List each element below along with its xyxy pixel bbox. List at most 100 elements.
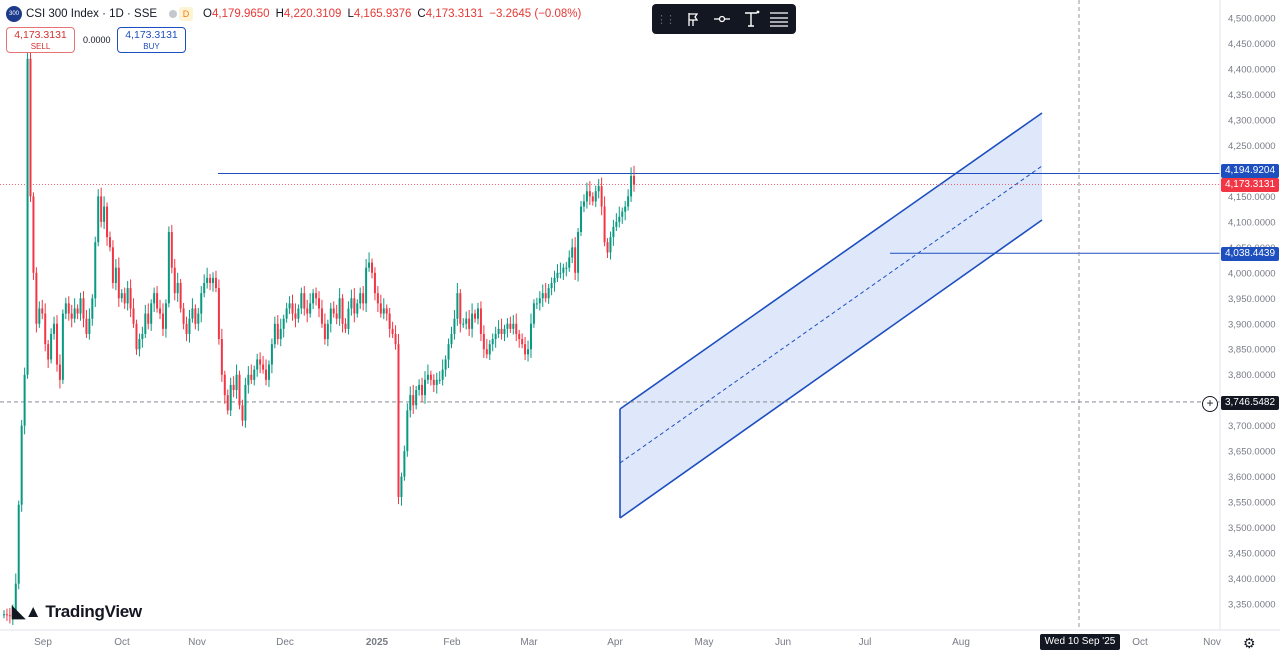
candle-body [471,313,474,329]
x-tick-label: Jul [859,637,872,648]
candle-body [468,318,471,329]
candle-body [591,196,594,202]
template-icon[interactable] [682,8,706,30]
y-tick-label: 4,300.0000 [1228,115,1276,126]
candle-body [524,344,527,355]
candle-body [379,303,382,314]
x-tick-label: Sep [34,637,52,648]
candle-body [547,288,550,299]
candle-body [376,293,379,304]
crosshair-price-label: 3,746.5482 [1221,396,1279,410]
buy-button[interactable]: 4,173.3131 BUY [117,27,186,53]
candle-body [441,369,444,380]
candle-body [391,328,394,334]
candle-body [585,191,588,202]
sell-button[interactable]: 4,173.3131 SELL [6,27,75,53]
delayed-badge[interactable]: D [179,7,194,21]
y-tick-label: 4,500.0000 [1228,14,1276,25]
close-value: 4,173.3131 [425,8,484,20]
candle-body [61,313,64,380]
y-tick-label: 3,500.0000 [1228,523,1276,534]
candle-body [462,323,465,325]
candle-body [568,257,571,268]
x-tick-label: Mar [520,637,538,648]
candle-body [297,308,300,319]
candle-body [20,425,23,505]
candle-body [409,395,412,411]
spread-value: 0.0000 [83,35,111,45]
sell-label: SELL [30,42,51,51]
candle-body [132,308,135,324]
price-axis[interactable]: 4,500.0000 4,450.0000 4,400.0000 4,350.0000… [1219,0,1276,630]
candle-body [580,206,583,233]
candle-body [265,369,268,380]
candle-body [571,247,574,258]
time-axis[interactable]: Sep Oct Nov Dec 2025 Feb Mar Apr May Jun Jul Aug Oct… [0,629,1280,648]
candle-body [512,323,515,329]
candle-body [582,201,585,207]
settings-lines-icon[interactable] [768,8,792,30]
y-tick-label: 4,400.0000 [1228,64,1276,75]
y-tick-label: 4,000.0000 [1228,268,1276,279]
drag-handle-icon[interactable]: ⋮⋮ [656,13,676,26]
candle-body [70,313,73,319]
text-tool-icon[interactable] [739,8,763,30]
candle-body [29,58,32,197]
candle-body [453,318,456,334]
candle-body [232,384,235,391]
y-tick-label: 3,950.0000 [1228,294,1276,305]
low-value: 4,165.9376 [353,8,412,20]
candle-body [474,313,477,319]
candle-body [365,267,368,304]
candle-body [497,328,500,334]
x-tick-label: Feb [443,637,461,648]
open-label: O [203,8,212,20]
level-low-label[interactable]: 4,038.4439 [1221,247,1279,261]
buy-label: BUY [143,42,160,51]
candle-body [320,308,323,324]
candle-body [544,293,547,299]
candle-body [518,333,521,340]
x-tick-label: Nov [1203,637,1221,648]
candle-body [126,288,129,304]
candle-body [144,313,147,334]
candle-body [214,277,217,289]
candle-body [633,175,636,185]
candle-body [276,323,279,340]
candle-body [553,277,556,283]
candle-body [88,318,91,334]
x-tick-label: Oct [1132,637,1148,648]
x-tick-label: Oct [114,637,130,648]
candle-body [288,303,291,309]
candle-body [415,390,418,406]
candle-body [388,313,391,329]
y-tick-label: 3,400.0000 [1228,574,1276,585]
trade-panel: 4,173.3131 SELL 0.0000 4,173.3131 BUY [6,27,186,53]
gear-icon[interactable]: ⚙ [1243,635,1256,651]
candle-body [335,313,338,319]
tradingview-logo: ◣▲ TradingView [12,602,142,622]
close-label: C [417,8,426,20]
candle-body [67,303,70,314]
candle-body [476,308,479,319]
level-high-label[interactable]: 4,194.9204 [1221,164,1279,178]
candle-body [529,323,532,350]
candle-body [103,206,106,222]
candle-body [594,191,597,202]
candle-body [488,344,491,355]
regression-channel[interactable] [619,112,1043,519]
candle-body [353,298,356,314]
add-alert-plus-icon[interactable]: + [1202,396,1218,412]
last-price-label[interactable]: 4,173.3131 [1221,178,1279,192]
candle-body [500,328,503,334]
channel-upper-line [619,112,1043,410]
candle-body [58,364,61,380]
channel-lower-line [619,219,1043,519]
candle-body [35,272,38,324]
candle-body [241,405,244,421]
line-style-icon[interactable] [711,8,735,30]
symbol-title[interactable]: CSI 300 Index · 1D · SSE [26,8,158,20]
candle-body [238,374,241,406]
candle-body [359,293,362,304]
